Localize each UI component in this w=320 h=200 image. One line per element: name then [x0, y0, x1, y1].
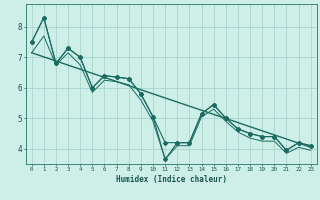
X-axis label: Humidex (Indice chaleur): Humidex (Indice chaleur): [116, 175, 227, 184]
